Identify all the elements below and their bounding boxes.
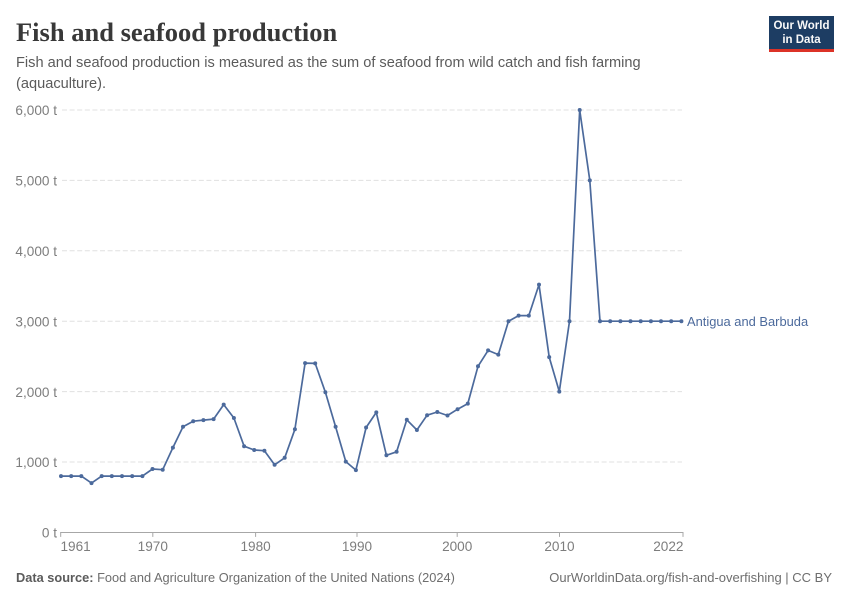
svg-text:4,000 t: 4,000 t bbox=[15, 244, 57, 259]
svg-text:1970: 1970 bbox=[138, 539, 169, 554]
svg-text:6,000 t: 6,000 t bbox=[15, 103, 57, 118]
svg-text:2000: 2000 bbox=[442, 539, 473, 554]
svg-text:1990: 1990 bbox=[342, 539, 373, 554]
svg-text:1,000 t: 1,000 t bbox=[15, 455, 57, 470]
svg-text:1961: 1961 bbox=[61, 539, 91, 554]
svg-text:2022: 2022 bbox=[653, 539, 683, 554]
svg-text:5,000 t: 5,000 t bbox=[15, 174, 57, 189]
svg-text:2010: 2010 bbox=[544, 539, 575, 554]
svg-text:1980: 1980 bbox=[240, 539, 271, 554]
svg-text:2,000 t: 2,000 t bbox=[15, 385, 57, 400]
svg-text:3,000 t: 3,000 t bbox=[15, 314, 57, 329]
svg-text:Antigua and Barbuda: Antigua and Barbuda bbox=[687, 314, 809, 329]
svg-text:0 t: 0 t bbox=[42, 526, 57, 541]
